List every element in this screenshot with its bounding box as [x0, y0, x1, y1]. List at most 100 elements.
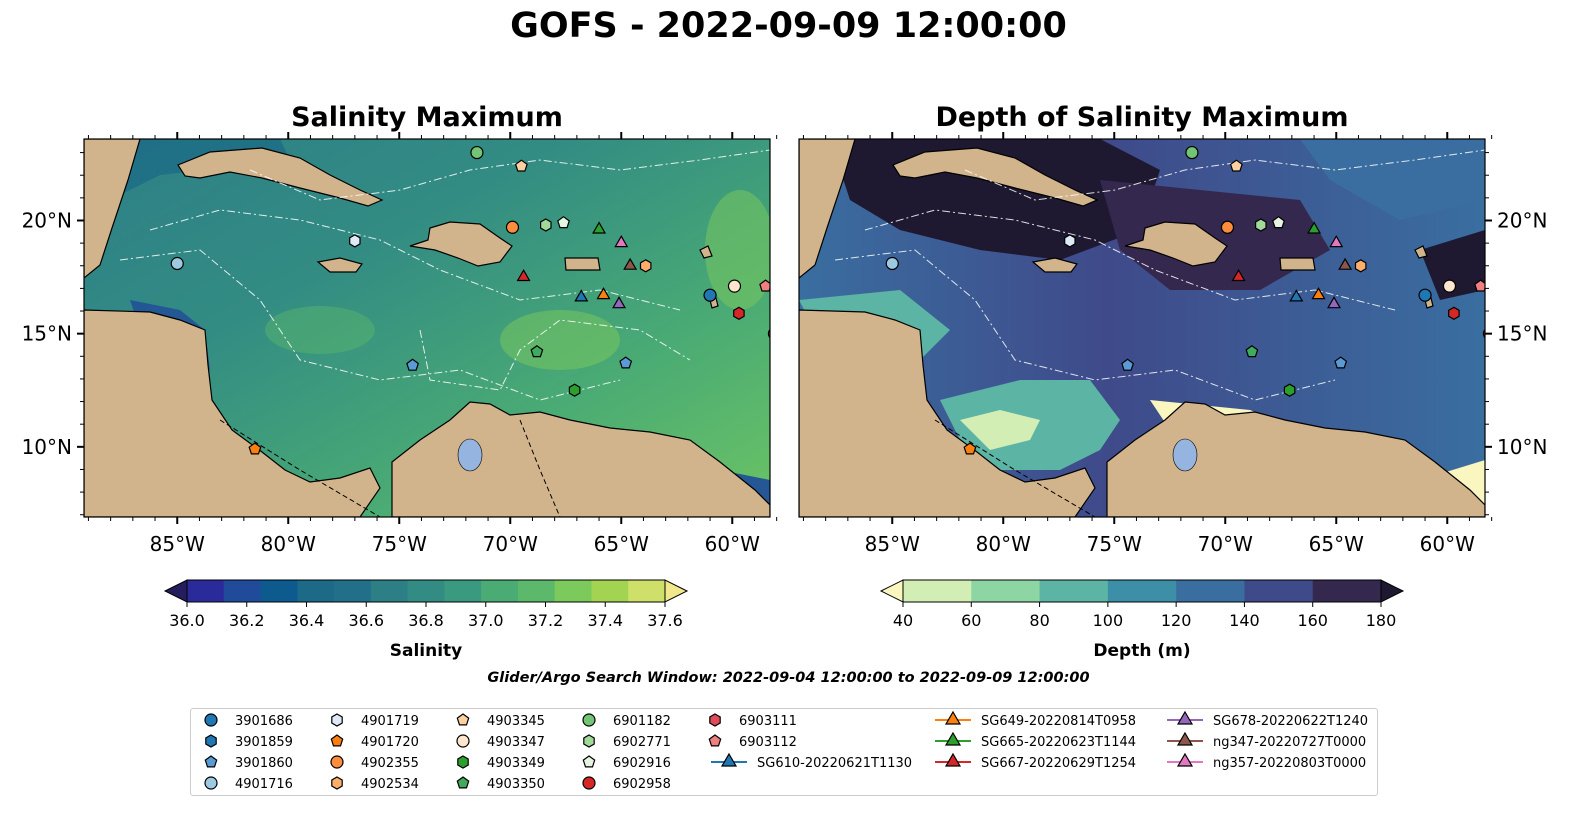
legend-item: ng357-20220803T0000	[1167, 752, 1366, 771]
legend-label: SG649-20220814T0958	[981, 714, 1136, 729]
colorbar-tick-label: 36.8	[408, 611, 444, 630]
legend: 3901686 3901859 3901860 4901716 4901719 49017…	[190, 708, 1378, 796]
colorbar-tick-label: 40	[893, 611, 913, 630]
float-marker-4903349	[568, 383, 581, 397]
colorbar-tick-label: 37.4	[587, 611, 623, 630]
lat-tick-label: 15°N	[1497, 322, 1547, 346]
legend-float-marker	[708, 734, 722, 747]
salinity-colorbar-label: Salinity	[390, 641, 463, 661]
float-marker-3901859	[733, 306, 745, 320]
float-marker-3901686	[703, 288, 717, 302]
float-marker-6901182	[470, 145, 484, 160]
float-marker-3901860	[619, 356, 633, 369]
legend-item: 3901859	[205, 734, 293, 750]
float-marker-ng357	[614, 234, 629, 248]
legend-float-marker	[204, 713, 218, 727]
figure-title: GOFS - 2022-09-09 12:00:00	[510, 6, 1067, 46]
legend-glider-marker	[944, 710, 962, 725]
legend-float-marker	[204, 776, 218, 790]
colorbar-tick-label: 100	[1093, 611, 1124, 630]
legend-label: SG665-20220623T1144	[981, 735, 1136, 750]
float-marker-4903350	[530, 345, 544, 358]
legend-label: 4903347	[487, 735, 545, 750]
search-window-note: Glider/Argo Search Window: 2022-09-04 12…	[487, 670, 1090, 686]
legend-label: 4903345	[487, 714, 545, 729]
legend-float-marker	[456, 776, 470, 789]
legend-label: SG678-20220622T1240	[1213, 714, 1368, 729]
float-marker-6902916	[1272, 215, 1285, 229]
float-marker-3901859	[1448, 306, 1460, 320]
depth-colorbar-label: Depth (m)	[1093, 641, 1190, 661]
colorbar-tick-label: 36.4	[289, 611, 325, 630]
float-marker-sg649	[1311, 287, 1326, 300]
float-marker-4903345	[1229, 159, 1243, 172]
legend-glider-marker	[1176, 710, 1194, 725]
legend-label: 4901719	[361, 714, 419, 729]
left-panel-title: Salinity Maximum	[291, 102, 563, 133]
float-marker-4901719	[1064, 234, 1076, 248]
legend-item: 4901719	[331, 713, 419, 729]
colorbar-tick-label: 80	[1029, 611, 1049, 630]
colorbar-tick-label: 60	[961, 611, 981, 630]
lon-tick-label: 80°W	[261, 532, 316, 556]
legend-float-marker	[583, 734, 595, 748]
float-marker-sg610	[574, 289, 589, 302]
legend-item: 4903350	[456, 776, 545, 792]
lon-tick-label: 70°W	[1198, 532, 1253, 556]
legend-float-marker	[456, 734, 470, 748]
float-marker-ng357	[1329, 234, 1344, 248]
float-marker-4903349	[1283, 383, 1296, 397]
lon-tick-label: 60°W	[705, 532, 760, 556]
legend-label: 4901720	[361, 735, 419, 750]
float-marker-4901720	[248, 442, 262, 455]
float-marker-4902534	[639, 259, 652, 273]
legend-item: 4901716	[204, 776, 293, 792]
float-marker-4903345	[514, 159, 528, 172]
lon-tick-label: 75°W	[1087, 532, 1142, 556]
float-marker-4903347	[727, 279, 742, 293]
legend-item: 6902771	[583, 734, 671, 750]
legend-glider-marker	[944, 752, 962, 767]
legend-label: SG610-20220621T1130	[757, 756, 912, 771]
float-marker-4901716	[885, 256, 899, 271]
lat-tick-label: 10°N	[22, 435, 72, 459]
colorbar-tick-label: 37.2	[528, 611, 564, 630]
legend-item: 4902355	[330, 755, 419, 771]
legend-label: 4903350	[487, 777, 545, 792]
legend-item: 6902958	[582, 776, 671, 792]
colorbar-tick-label: 180	[1366, 611, 1397, 630]
float-marker-4902534	[1354, 259, 1367, 273]
float-marker-sg678	[612, 296, 627, 309]
float-marker-sg649	[596, 287, 611, 300]
right-panel-title: Depth of Salinity Maximum	[935, 102, 1349, 133]
lon-tick-label: 75°W	[372, 532, 427, 556]
legend-label: 4902534	[361, 777, 419, 792]
legend-float-marker	[330, 734, 344, 747]
legend-float-marker	[205, 734, 217, 748]
float-marker-4902355	[1220, 220, 1235, 234]
legend-item: ng347-20220727T0000	[1167, 731, 1366, 750]
legend-float-marker	[582, 755, 596, 768]
legend-label: 4902355	[361, 756, 419, 771]
legend-item: SG678-20220622T1240	[1167, 710, 1368, 729]
float-marker-4901720	[963, 442, 977, 455]
colorbar-tick-label: 36.2	[229, 611, 265, 630]
legend-glider-marker	[1176, 752, 1194, 767]
float-marker-sg678	[1327, 296, 1342, 309]
legend-glider-marker	[944, 731, 962, 746]
lon-tick-label: 80°W	[976, 532, 1031, 556]
legend-item: SG665-20220623T1144	[935, 731, 1136, 750]
float-marker-sg667	[1231, 269, 1246, 282]
lon-tick-label: 85°W	[150, 532, 205, 556]
lat-tick-label: 15°N	[22, 322, 72, 346]
lon-tick-label: 85°W	[865, 532, 920, 556]
map-axes: 85°W 80°W 75°W 70°W 65°W 60°W 20°N 15°N 10°N 85°W…	[22, 132, 1547, 556]
legend-glider-marker	[1176, 731, 1194, 746]
legend-item: 4903349	[457, 755, 545, 771]
lat-tick-label: 20°N	[22, 208, 72, 232]
legend-label: ng357-20220803T0000	[1213, 756, 1366, 771]
float-marker-ng347	[1338, 257, 1353, 270]
legend-float-marker	[330, 755, 344, 769]
legend-item: 4901720	[330, 734, 419, 750]
float-marker-3901860b	[406, 358, 420, 371]
